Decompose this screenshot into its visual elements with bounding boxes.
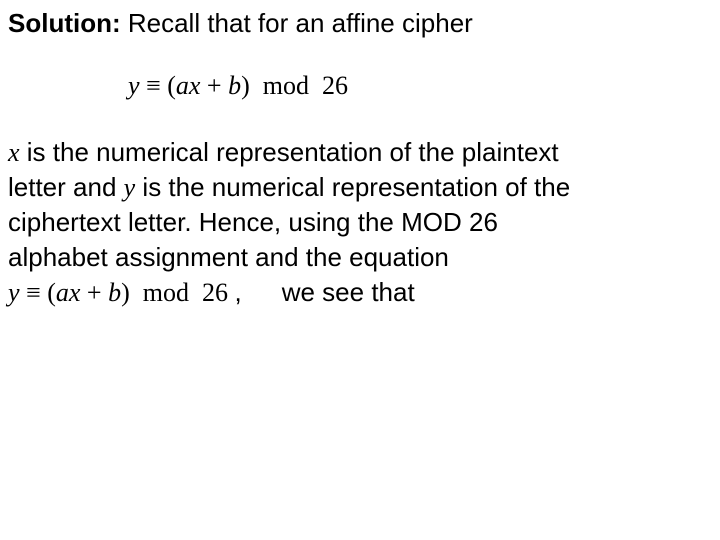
solution-label: Solution:: [8, 8, 121, 38]
solution-slide: Solution: Recall that for an affine ciph…: [0, 0, 720, 311]
body-text-3: ciphertext letter. Hence, using the MOD …: [8, 207, 498, 237]
y-variable: y: [124, 173, 136, 202]
intro-text: Recall that for an affine cipher: [121, 8, 473, 38]
body-line-2: letter and y is the numerical representa…: [8, 170, 712, 205]
inline-comma: ,: [234, 277, 241, 307]
intro-line: Solution: Recall that for an affine ciph…: [8, 6, 712, 41]
body-line-4: alphabet assignment and the equation: [8, 240, 712, 275]
x-variable: x: [8, 138, 20, 167]
inline-formula: y ≡ (ax + b) mod 26: [8, 278, 234, 307]
body-text-4: alphabet assignment and the equation: [8, 242, 449, 272]
body-text-1: is the numerical representation of the p…: [20, 137, 559, 167]
body-line-5: y ≡ (ax + b) mod 26 , we see that: [8, 275, 712, 310]
main-formula-block: y ≡ (ax + b) mod 26: [8, 71, 712, 101]
body-text-2b: is the numerical representation of the: [135, 172, 570, 202]
main-formula: y ≡ (ax + b) mod 26: [128, 71, 348, 100]
body-text-2a: letter and: [8, 172, 124, 202]
body-line-1: x is the numerical representation of the…: [8, 135, 712, 170]
body-line-3: ciphertext letter. Hence, using the MOD …: [8, 205, 712, 240]
body-text-5b: we see that: [282, 277, 415, 307]
